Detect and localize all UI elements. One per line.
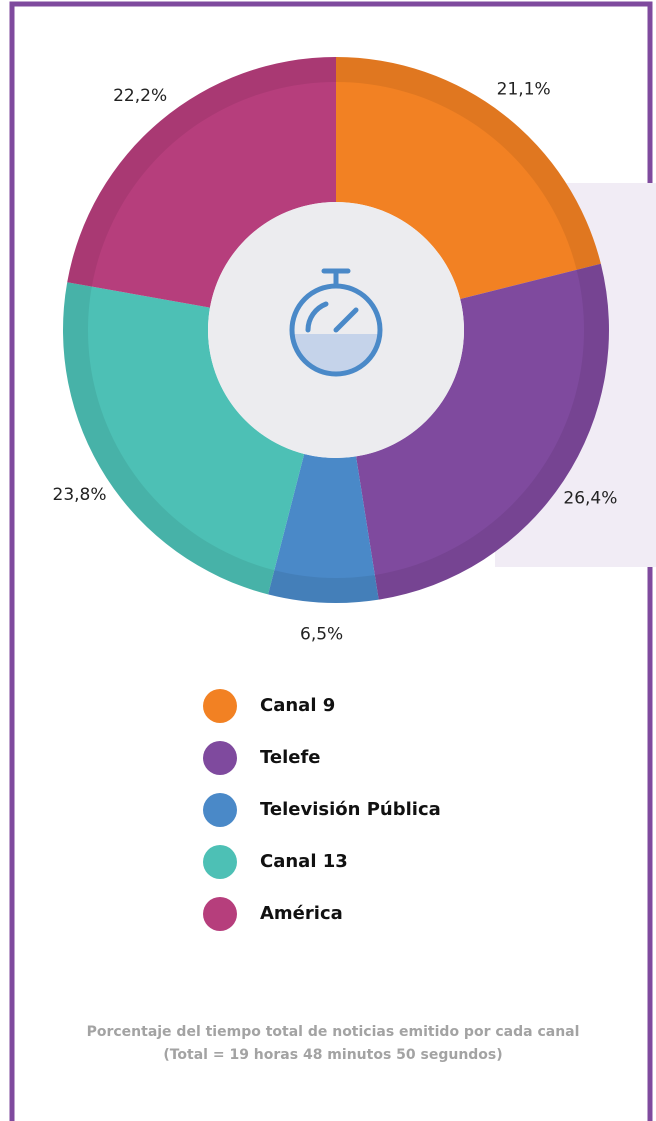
legend-label: Canal 13 — [260, 851, 348, 872]
caption: (Total = 19 horas 48 minutos 50 segundos… — [163, 1047, 502, 1063]
legend-label: América — [260, 903, 343, 924]
legend-swatch — [203, 689, 237, 723]
stopwatch-icon — [289, 268, 383, 377]
frame — [9, 1, 653, 1121]
legend-swatch — [203, 793, 237, 827]
value-label: 26,4% — [563, 488, 617, 508]
slices — [63, 57, 609, 603]
legend-label: Televisión Pública — [260, 799, 441, 820]
caption: Porcentaje del tiempo total de noticias … — [87, 1024, 580, 1040]
legend-label: Telefe — [260, 747, 321, 768]
legend-label: Canal 9 — [260, 695, 335, 716]
labels: 21,1% 26,4% 6,5% 23,8% 22,2% — [53, 80, 618, 645]
value-label: 21,1% — [497, 80, 551, 100]
legend: Canal 9 Telefe Televisión Pública Canal 13 A… — [203, 689, 441, 931]
value-label: 23,8% — [53, 485, 107, 505]
slice — [268, 453, 379, 603]
legend-swatch — [203, 741, 237, 775]
slice — [67, 57, 337, 308]
slice — [336, 57, 601, 299]
legend-swatch — [203, 897, 237, 931]
slice — [356, 263, 609, 600]
value-label: 22,2% — [113, 86, 167, 106]
legend-swatch — [203, 845, 237, 879]
slice — [63, 282, 305, 595]
value-label: 6,5% — [300, 625, 343, 645]
